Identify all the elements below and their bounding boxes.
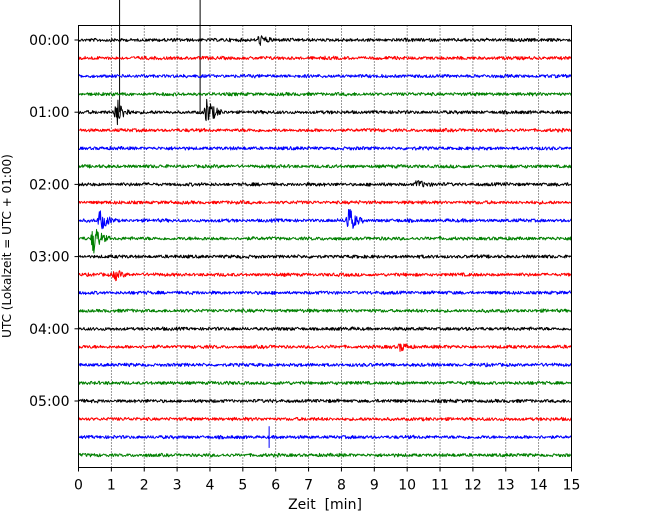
trace-line	[78, 180, 572, 188]
y-tick-label: 04:00	[29, 322, 69, 338]
trace-line	[78, 362, 572, 368]
trace-line	[78, 209, 572, 230]
x-tick-label: 13	[497, 478, 515, 494]
trace-line	[78, 308, 572, 314]
x-tick-label: 12	[464, 478, 482, 494]
trace-line	[78, 254, 572, 259]
trace-line	[78, 426, 572, 448]
trace-line	[78, 416, 572, 422]
trace-line	[78, 343, 572, 352]
y-tick-label: 05:00	[29, 394, 69, 410]
x-tick-label: 1	[107, 478, 116, 494]
trace-line	[78, 127, 572, 133]
trace-line	[78, 290, 572, 296]
x-tick-label: 9	[370, 478, 379, 494]
x-tick-label: 6	[271, 478, 280, 494]
x-tick-label: 0	[74, 478, 83, 494]
x-tick-label: 5	[238, 478, 247, 494]
x-tick-label: 14	[530, 478, 548, 494]
x-tick-label: 10	[398, 478, 416, 494]
trace-line	[78, 270, 572, 282]
x-tick-label: 2	[140, 478, 149, 494]
trace-line	[78, 380, 572, 386]
trace-line	[78, 55, 572, 61]
helicorder-traces	[78, 0, 572, 458]
x-tick-label: 4	[206, 478, 215, 494]
trace-line	[78, 91, 572, 97]
trace-line	[78, 0, 572, 113]
trace-line	[78, 164, 572, 169]
y-tick-label: 00:00	[29, 33, 69, 49]
trace-line	[78, 228, 572, 254]
y-tick-label: 02:00	[29, 177, 69, 193]
trace-line	[78, 200, 572, 205]
trace-line	[78, 452, 572, 458]
x-tick-label: 8	[337, 478, 346, 494]
x-tick-label: 7	[304, 478, 313, 494]
x-axis-label: Zeit [min]	[288, 497, 362, 513]
trace-line	[78, 398, 572, 404]
trace-line	[78, 73, 572, 79]
plot-frame	[78, 25, 572, 468]
trace-line	[78, 326, 572, 332]
trace-line	[78, 145, 572, 151]
x-tick-label: 15	[563, 478, 581, 494]
x-tick-label: 11	[431, 478, 449, 494]
trace-line	[78, 98, 572, 126]
y-axis-label: UTC (Lokalzeit = UTC + 01:00)	[0, 154, 14, 338]
y-tick-label: 03:00	[29, 250, 69, 266]
axis-ticks: 0 1 2 3 4 5 6 7 8 9 10 11 12 13 14 1500:0001:0002:0003:…	[29, 33, 580, 494]
x-tick-label: 3	[173, 478, 182, 494]
y-tick-label: 01:00	[29, 105, 69, 121]
